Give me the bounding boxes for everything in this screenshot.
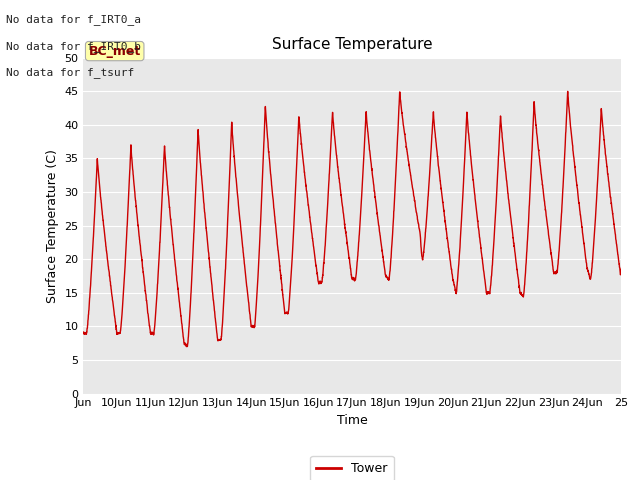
Text: No data for f_IRT0_a: No data for f_IRT0_a [6, 14, 141, 25]
X-axis label: Time: Time [337, 414, 367, 427]
Text: No data for f_IRT0_b: No data for f_IRT0_b [6, 41, 141, 52]
Y-axis label: Surface Temperature (C): Surface Temperature (C) [45, 149, 59, 302]
Legend: Tower: Tower [310, 456, 394, 480]
Text: No data for f_tsurf: No data for f_tsurf [6, 67, 134, 78]
Text: BC_met: BC_met [88, 45, 141, 58]
Title: Surface Temperature: Surface Temperature [272, 37, 432, 52]
